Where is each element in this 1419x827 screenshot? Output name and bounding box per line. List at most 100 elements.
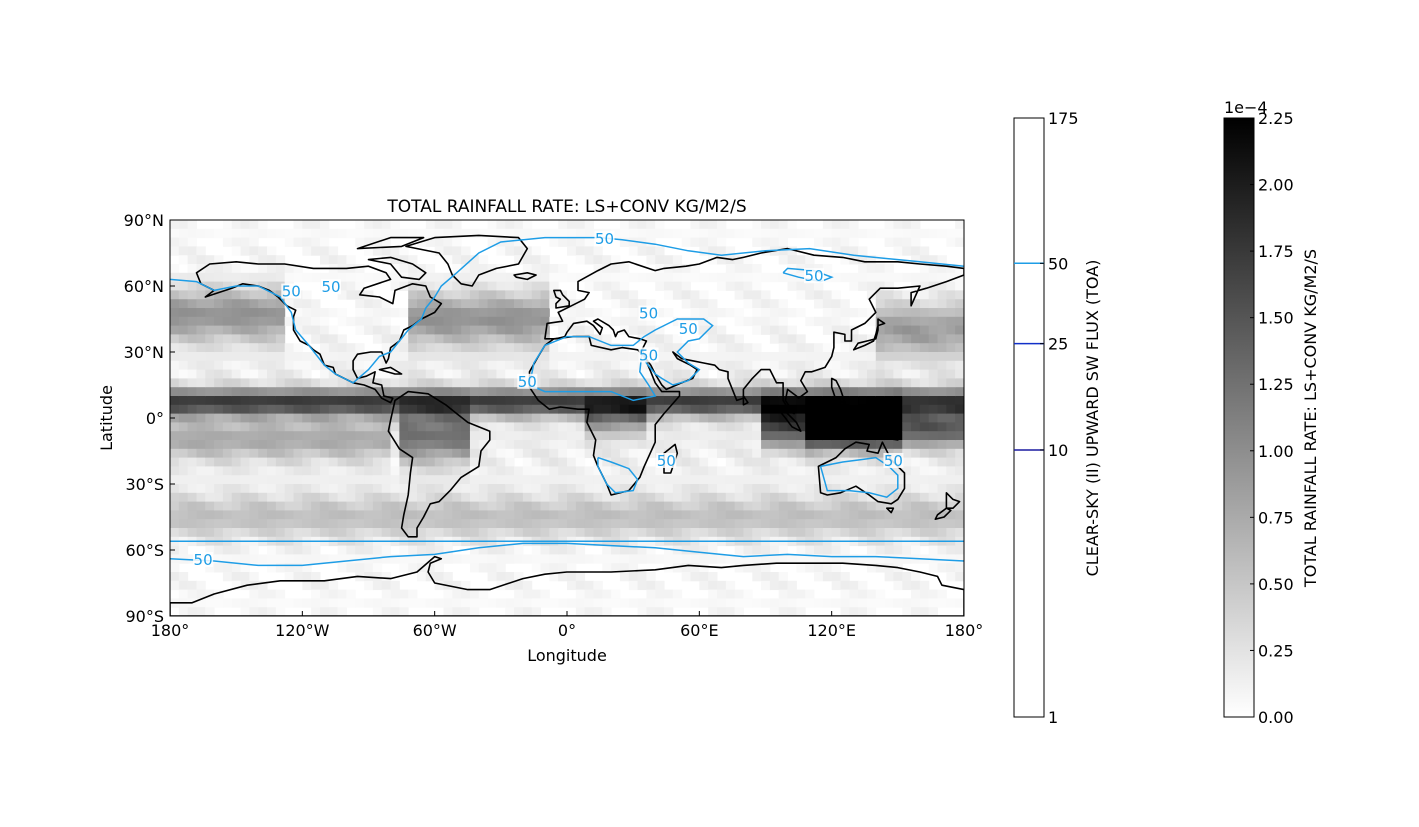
field-cell <box>919 492 930 503</box>
field-cell <box>205 343 215 353</box>
field-cell <box>443 572 453 582</box>
field-cell <box>946 360 956 371</box>
field-cell <box>390 352 400 362</box>
chart-title: TOTAL RAINFALL RATE: LS+CONV KG/M2/S <box>386 197 746 217</box>
field-cell <box>672 228 683 239</box>
field-cell <box>937 413 947 423</box>
field-cell <box>884 369 894 379</box>
field-cell <box>478 369 489 379</box>
field-cell <box>575 228 586 239</box>
field-cell <box>814 316 824 327</box>
field-cell <box>328 519 339 529</box>
field-cell <box>761 484 771 494</box>
field-cell <box>514 316 524 327</box>
field-cell <box>178 545 189 555</box>
field-cell <box>425 272 436 283</box>
field-cell <box>637 431 647 441</box>
field-cell <box>866 413 877 423</box>
field-cell <box>796 290 806 300</box>
field-cell <box>214 404 224 415</box>
field-cell <box>664 343 674 353</box>
field-cell <box>937 484 947 494</box>
field-cell <box>381 246 392 256</box>
field-cell <box>302 448 312 459</box>
field-cell <box>496 264 506 274</box>
y-tick-label: 30°N <box>124 343 164 362</box>
field-cell <box>267 475 277 485</box>
field-cell <box>487 290 497 300</box>
field-cell <box>919 255 930 265</box>
field-cell <box>628 360 639 371</box>
field-cell <box>275 510 286 520</box>
field-cell <box>840 378 850 388</box>
field-cell <box>355 422 365 432</box>
field-cell <box>911 404 921 415</box>
field-cell <box>364 510 374 520</box>
field-cell <box>399 607 409 616</box>
field-cell <box>355 343 365 353</box>
field-cell <box>919 501 930 511</box>
field-cell <box>505 448 515 459</box>
field-cell <box>761 572 771 582</box>
field-cell <box>716 237 727 247</box>
field-cell <box>928 404 939 415</box>
field-cell <box>955 360 964 371</box>
field-cell <box>769 360 780 371</box>
field-cell <box>222 308 233 318</box>
field-cell <box>858 484 868 494</box>
field-cell <box>443 343 453 353</box>
field-cell <box>796 334 806 344</box>
rain-tick-label: 0.25 <box>1258 641 1294 660</box>
field-cell <box>249 325 259 335</box>
field-cell <box>778 255 789 265</box>
field-cell <box>469 352 480 362</box>
field-cell <box>567 492 577 503</box>
field-cell <box>222 431 233 441</box>
field-cell <box>805 589 815 599</box>
field-cell <box>716 343 727 353</box>
field-cell <box>884 281 894 291</box>
field-cell <box>293 360 303 371</box>
field-cell <box>187 290 197 300</box>
field-cell <box>814 228 824 239</box>
field-cell <box>919 457 930 467</box>
field-cell <box>240 413 250 423</box>
field-cell <box>743 369 753 379</box>
field-cell <box>425 431 436 441</box>
field-cell <box>319 448 330 459</box>
field-cell <box>752 501 762 511</box>
field-cell <box>902 352 912 362</box>
field-cell <box>549 360 559 371</box>
field-cell <box>381 308 392 318</box>
field-cell <box>540 272 550 283</box>
field-cell <box>902 413 912 423</box>
field-cell <box>725 413 736 423</box>
field-cell <box>734 281 744 291</box>
field-cell <box>408 272 418 283</box>
field-cell <box>575 501 586 511</box>
field-cell <box>443 528 453 538</box>
field-cell <box>549 492 559 503</box>
field-cell <box>346 475 356 485</box>
field-cell <box>708 545 718 555</box>
field-cell <box>222 237 233 247</box>
field-cell <box>311 299 321 309</box>
field-cell <box>381 598 392 608</box>
field-cell <box>346 316 356 327</box>
field-cell <box>461 598 471 608</box>
field-cell <box>417 308 427 318</box>
field-cell <box>866 484 877 494</box>
field-cell <box>319 554 330 564</box>
field-cell <box>302 466 312 476</box>
field-cell <box>381 519 392 529</box>
field-cell <box>425 466 436 476</box>
flux-colorbar-label: CLEAR-SKY (II) UPWARD SW FLUX (TOA) <box>1083 260 1102 577</box>
field-cell <box>346 343 356 353</box>
field-cell <box>734 387 744 397</box>
field-cell <box>858 396 868 406</box>
field-cell <box>690 404 700 415</box>
field-cell <box>858 510 868 520</box>
field-cell <box>558 396 568 406</box>
field-cell <box>619 598 630 608</box>
field-cell <box>196 519 206 529</box>
